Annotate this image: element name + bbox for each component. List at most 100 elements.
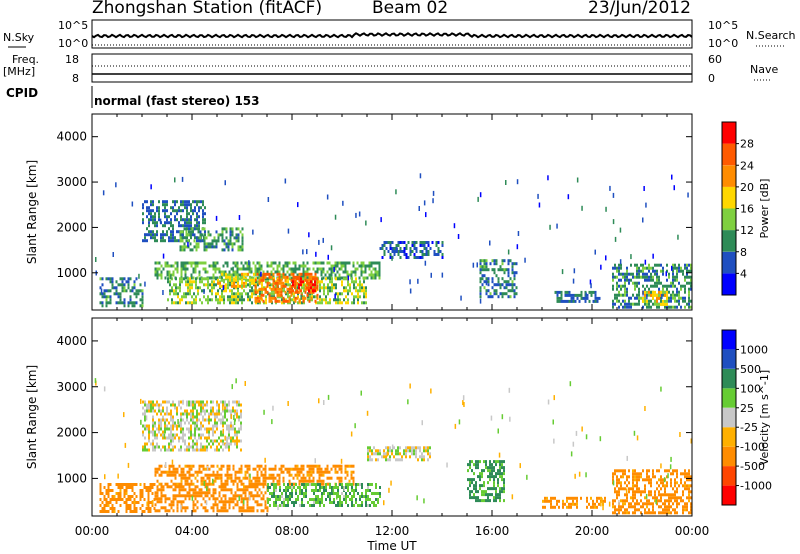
velocity-cell (690, 511, 692, 515)
velocity-cell (335, 504, 337, 507)
velocity-cell (160, 403, 162, 407)
velocity-cell (343, 486, 345, 491)
velocity-cell (170, 442, 172, 446)
velocity-cell (99, 492, 102, 495)
power-cell (638, 272, 640, 276)
power-cell (169, 292, 171, 296)
velocity-cell (196, 445, 198, 449)
power-cell (169, 289, 171, 293)
power-cell (646, 272, 648, 276)
power-cell (284, 299, 287, 303)
velocity-cell (322, 473, 325, 477)
velocity-cell (230, 421, 232, 425)
velocity-cell (267, 498, 269, 501)
power-cell (175, 301, 177, 305)
velocity-cell (218, 448, 220, 452)
velocity-cell (341, 486, 343, 489)
velocity-cell (135, 510, 138, 513)
power-cell (292, 275, 295, 279)
power-cell (654, 269, 656, 273)
velocity-cell (331, 501, 333, 504)
power-cell (190, 264, 193, 268)
power-cell (207, 242, 210, 246)
velocity-ytick-label: 1000 (56, 471, 87, 485)
velocity-cell (654, 496, 656, 500)
velocity-cell (206, 403, 208, 407)
velocity-cell (170, 479, 173, 483)
velocity-cell (160, 464, 163, 468)
power-cell (306, 249, 308, 255)
power-cell (618, 266, 620, 270)
velocity-cell (350, 470, 353, 474)
power-cell (184, 267, 187, 271)
power-cell (193, 301, 195, 305)
velocity-cell (277, 495, 279, 498)
beam-label: Beam 02 (372, 0, 449, 18)
power-cell (105, 301, 108, 305)
power-cell (224, 180, 226, 186)
velocity-cell (168, 470, 171, 474)
velocity-cell (495, 487, 497, 491)
power-cell (258, 273, 261, 277)
velocity-cell (234, 473, 237, 477)
power-cell (227, 248, 230, 252)
power-cell (184, 221, 186, 225)
power-cell (232, 266, 234, 272)
velocity-cell (497, 460, 499, 464)
power-cell (187, 283, 189, 287)
velocity-cell (648, 469, 650, 473)
velocity-cell (200, 406, 202, 410)
power-cell (154, 215, 156, 219)
power-cell (215, 292, 217, 296)
power-cell (674, 263, 676, 267)
velocity-cell (264, 464, 267, 468)
power-cell (339, 277, 341, 281)
velocity-cell (166, 509, 169, 513)
power-cell (652, 269, 654, 273)
power-cell (194, 218, 196, 222)
power-cell (287, 292, 289, 296)
power-cell (168, 227, 170, 231)
power-cell (219, 298, 221, 302)
power-cell (154, 236, 156, 240)
velocity-cell (129, 495, 132, 498)
velocity-cell (180, 421, 182, 425)
velocity-cell (160, 506, 163, 510)
velocity-cell (576, 505, 578, 509)
power-cell (164, 233, 166, 237)
power-cell (325, 295, 327, 299)
power-cell (642, 272, 644, 276)
power-cell (483, 265, 486, 269)
power-cell (268, 293, 271, 297)
velocity-cell (176, 412, 178, 416)
velocity-cell (596, 496, 598, 500)
power-cell (139, 304, 142, 308)
power-cell (620, 278, 622, 282)
power-cell (483, 286, 486, 290)
power-cell (341, 280, 343, 284)
velocity-cell (574, 496, 576, 500)
velocity-cell (143, 510, 146, 513)
velocity-cell (254, 494, 257, 498)
velocity-cell (550, 505, 552, 509)
velocity-cell (160, 491, 163, 495)
power-cell (254, 299, 257, 303)
power-cell (174, 267, 177, 271)
velocity-cell (154, 445, 156, 449)
power-cell (357, 289, 359, 293)
power-cell (164, 221, 166, 225)
power-cell (665, 271, 667, 277)
power-cell (337, 301, 339, 305)
power-cell (195, 301, 197, 305)
velocity-cell (232, 494, 235, 498)
velocity-cell (164, 462, 167, 467)
power-cell (222, 285, 225, 291)
power-cell (256, 299, 259, 303)
power-cell (353, 286, 355, 290)
power-cell (164, 261, 167, 265)
power-cell (256, 272, 259, 276)
velocity-cell (616, 475, 618, 479)
power-cell (345, 277, 347, 281)
velocity-cell (164, 482, 167, 486)
power-cell (276, 293, 279, 297)
